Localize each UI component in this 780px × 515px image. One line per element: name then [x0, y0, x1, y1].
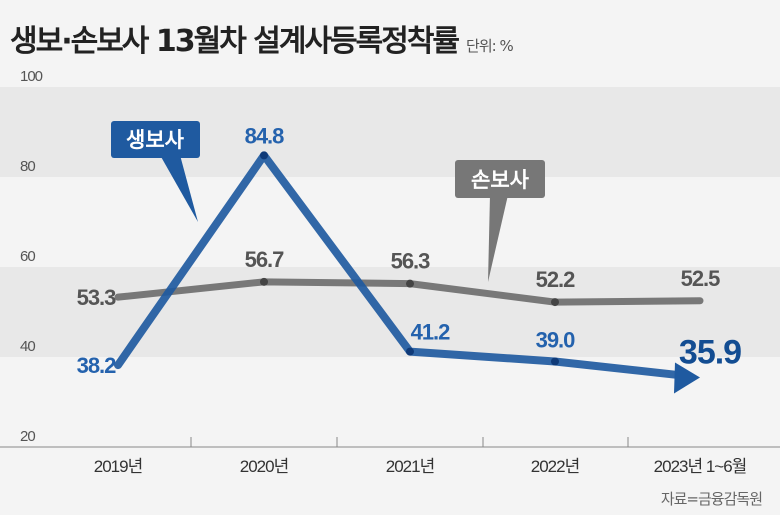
- x-tick-label: 2021년: [386, 457, 434, 476]
- data-label: 52.2: [536, 267, 576, 292]
- title-text: 생보·손보사 13월차 설계사등록정착률: [10, 24, 460, 59]
- legend-callout-생보사: [111, 121, 200, 158]
- x-tick-label: 2019년: [94, 457, 142, 476]
- data-label: 56.7: [245, 247, 285, 272]
- x-tick-label: 2022년: [531, 457, 579, 476]
- data-point: [406, 347, 414, 356]
- callout-tail: [160, 155, 198, 222]
- x-tick-label: 2023년 1~6월: [654, 457, 747, 476]
- x-tick-label: 2020년: [240, 457, 288, 476]
- arrowhead: [674, 362, 700, 394]
- y-tick-label: 80: [20, 158, 35, 175]
- data-point: [406, 279, 414, 288]
- data-point: [260, 151, 268, 160]
- data-label: 39.0: [536, 328, 576, 353]
- legend-label: 생보사: [126, 128, 185, 152]
- data-label: 35.9: [679, 333, 741, 371]
- data-label: 53.3: [77, 285, 117, 310]
- data-label: 56.3: [391, 249, 431, 274]
- legend-label: 손보사: [471, 168, 530, 192]
- data-label: 84.8: [245, 123, 285, 148]
- data-point: [551, 357, 559, 366]
- unit-label: 단위: %: [466, 37, 514, 55]
- legend-callout-손보사: [455, 160, 545, 198]
- source-note: 자료=금융감독원: [660, 490, 763, 508]
- data-label: 52.5: [681, 266, 721, 291]
- chart-title: 생보·손보사 13월차 설계사등록정착률 단위: %: [10, 16, 514, 60]
- data-label: 38.2: [77, 353, 117, 378]
- data-label: 41.2: [411, 320, 451, 345]
- y-tick-label: 100: [20, 68, 43, 85]
- y-tick-label: 60: [20, 248, 35, 265]
- y-tick-label: 40: [20, 338, 35, 355]
- y-tick-label: 20: [20, 428, 35, 445]
- data-point: [260, 277, 268, 286]
- callout-tail: [488, 195, 508, 282]
- data-point: [551, 298, 559, 307]
